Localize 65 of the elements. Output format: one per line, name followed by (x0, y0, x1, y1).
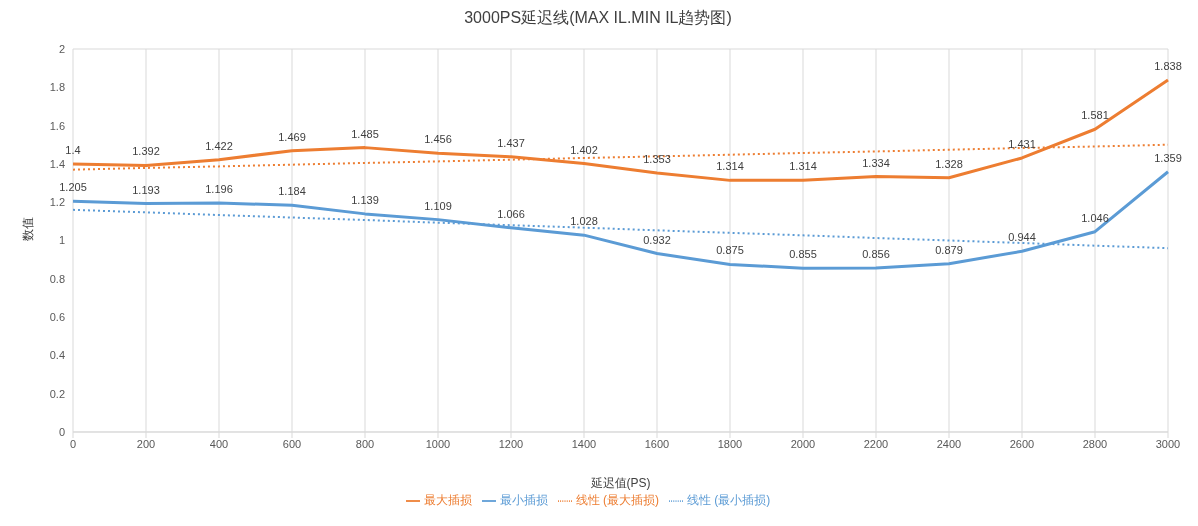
data-label: 1.838 (1154, 60, 1182, 73)
y-axis-title: 数值 (21, 216, 36, 241)
x-tick-label: 2400 (936, 437, 962, 450)
data-label: 1.139 (351, 193, 379, 206)
data-label: 1.469 (278, 130, 306, 143)
x-tick-label: 800 (355, 437, 375, 450)
y-tick-label: 1 (58, 234, 65, 247)
data-label: 1.205 (59, 181, 87, 194)
chart-title: 3000PS延迟线(MAX IL.MIN IL趋势图) (463, 8, 733, 28)
x-tick-label: 200 (136, 437, 156, 450)
legend-label: 线性 (最小插损) (687, 493, 771, 507)
data-label: 1.193 (132, 183, 160, 196)
y-tick-label: 0.2 (49, 387, 65, 400)
data-label: 1.456 (424, 133, 452, 146)
y-tick-label: 0 (58, 425, 65, 438)
legend-label: 线性 (最大插损) (575, 493, 659, 507)
data-label: 1.066 (497, 207, 525, 220)
data-label: 1.353 (643, 152, 671, 165)
data-label: 1.402 (570, 143, 598, 156)
y-tick-label: 1.2 (49, 196, 65, 209)
y-tick-label: 0.4 (49, 349, 65, 362)
x-tick-label: 1200 (498, 437, 524, 450)
x-tick-label: 1600 (644, 437, 670, 450)
data-label: 1.046 (1081, 211, 1109, 224)
x-tick-label: 1000 (425, 437, 451, 450)
data-label: 1.485 (351, 127, 379, 140)
data-label: 1.334 (862, 156, 890, 169)
x-tick-label: 600 (282, 437, 302, 450)
x-tick-label: 0 (69, 437, 77, 450)
data-label: 1.109 (424, 199, 452, 212)
x-tick-label: 1800 (717, 437, 743, 450)
legend-label: 最小插损 (499, 493, 548, 507)
data-label: 1.184 (278, 185, 306, 198)
data-label: 1.392 (132, 145, 160, 158)
data-label: 1.028 (570, 215, 598, 228)
x-tick-label: 2000 (790, 437, 816, 450)
x-tick-label: 3000 (1155, 437, 1181, 450)
data-label: 1.422 (205, 139, 233, 152)
data-label: 0.875 (716, 244, 744, 257)
data-label: 0.879 (935, 243, 963, 256)
data-label: 1.196 (205, 182, 233, 195)
x-tick-label: 400 (209, 437, 229, 450)
x-axis-title: 延迟值(PS) (589, 476, 651, 490)
x-tick-label: 2800 (1082, 437, 1108, 450)
data-label: 1.581 (1081, 109, 1109, 122)
data-label: 0.856 (862, 248, 890, 261)
x-tick-label: 2200 (863, 437, 889, 450)
y-tick-label: 1.8 (49, 81, 65, 94)
data-label: 1.314 (789, 160, 817, 173)
data-label: 0.932 (643, 233, 671, 246)
data-label: 1.431 (1008, 137, 1036, 150)
y-tick-label: 0.8 (49, 272, 65, 285)
data-label: 1.437 (497, 136, 525, 149)
y-tick-label: 0.6 (49, 311, 65, 324)
y-tick-label: 2 (58, 42, 65, 55)
x-tick-label: 2600 (1009, 437, 1035, 450)
data-label: 1.314 (716, 160, 744, 173)
x-tick-label: 1400 (571, 437, 597, 450)
data-label: 0.944 (1008, 231, 1036, 244)
legend-label: 最大插损 (423, 493, 472, 507)
data-label: 1.328 (935, 157, 963, 170)
y-tick-label: 1.6 (49, 119, 65, 132)
data-label: 0.855 (789, 248, 817, 261)
y-tick-label: 1.4 (49, 157, 65, 170)
data-label: 1.359 (1154, 151, 1182, 164)
